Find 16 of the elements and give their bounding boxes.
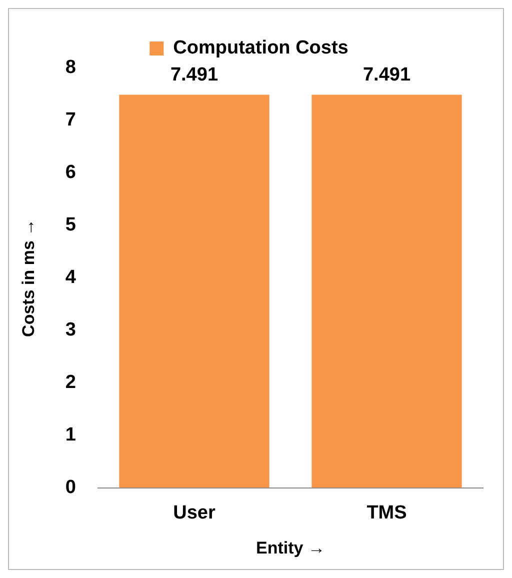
y-tick-label: 5 [65,214,76,236]
y-tick-label: 7 [65,110,76,131]
y-tick-label: 2 [65,372,76,394]
y-tick-label: 3 [65,320,76,341]
data-label: 7.491 [170,64,218,86]
y-tick-label: 4 [65,267,76,288]
y-tick-label: 8 [65,57,76,78]
y-tick-label: 1 [65,424,76,446]
x-tick-label: TMS [366,502,407,524]
y-tick-label: 6 [65,162,76,184]
y-axis-title: Costs in ms → [18,218,38,337]
data-label: 7.491 [362,64,411,86]
x-axis-title: Entity → [256,538,325,558]
y-tick-label: 0 [65,477,76,498]
x-tick-label: User [173,502,216,524]
legend-label: Computation Costs [173,38,348,59]
